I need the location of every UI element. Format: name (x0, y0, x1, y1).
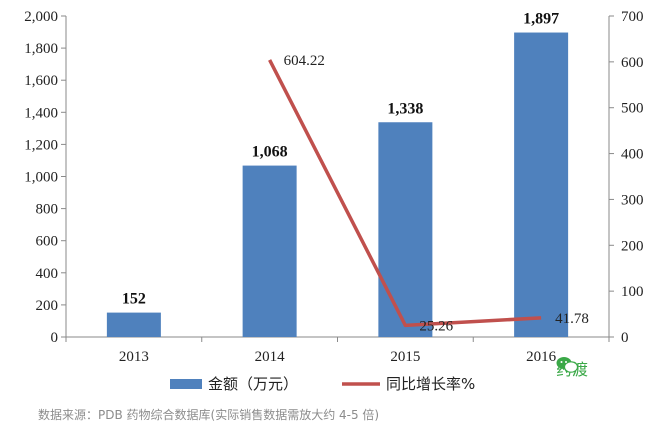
watermark: 药渡 (556, 356, 588, 380)
right-tick-label: 0 (621, 330, 629, 346)
right-tick-label: 200 (621, 238, 644, 254)
bar-data-label: 1,338 (387, 100, 423, 117)
legend-swatch-bar (170, 379, 202, 389)
growth-rate-line (268, 59, 542, 328)
x-tick-label: 2013 (119, 349, 149, 365)
left-tick-label: 1,600 (24, 73, 58, 89)
line-data-label: 604.22 (284, 53, 325, 69)
source-note: 数据来源：PDB 药物综合数据库(实际销售数据需放大约 4-5 倍) (38, 408, 380, 422)
bar-data-label: 1,068 (252, 144, 288, 161)
bar (242, 165, 297, 337)
left-tick-label: 400 (36, 266, 59, 282)
left-tick-label: 1,400 (24, 105, 58, 121)
bar (378, 122, 433, 337)
left-tick-label: 200 (36, 298, 59, 314)
left-tick-label: 800 (36, 202, 59, 218)
right-tick-label: 100 (621, 284, 644, 300)
legend-label-bar: 金额（万元） (208, 375, 298, 393)
x-tick-label: 2015 (390, 349, 420, 365)
x-tick-label: 2016 (526, 349, 557, 365)
bar (106, 312, 161, 337)
right-tick-label: 500 (621, 101, 644, 117)
line-data-label: 41.78 (555, 311, 589, 327)
left-tick-label: 1,800 (24, 41, 58, 57)
left-tick-label: 2,000 (24, 9, 58, 25)
legend-label-line: 同比增长率% (386, 375, 475, 393)
bar-data-label: 152 (122, 291, 146, 308)
bar-data-label: 1,897 (523, 11, 559, 28)
line-data-label: 25.26 (419, 318, 453, 334)
right-tick-label: 600 (621, 55, 644, 71)
right-tick-label: 700 (621, 9, 644, 25)
left-tick-label: 600 (36, 234, 59, 250)
left-tick-label: 0 (51, 330, 59, 346)
left-tick-label: 1,200 (24, 137, 58, 153)
bar (514, 32, 569, 338)
right-tick-label: 300 (621, 192, 644, 208)
x-tick-label: 2014 (255, 349, 286, 365)
chat-bubble-icon (556, 357, 578, 373)
right-tick-label: 400 (621, 147, 644, 163)
left-tick-label: 1,000 (24, 170, 58, 186)
